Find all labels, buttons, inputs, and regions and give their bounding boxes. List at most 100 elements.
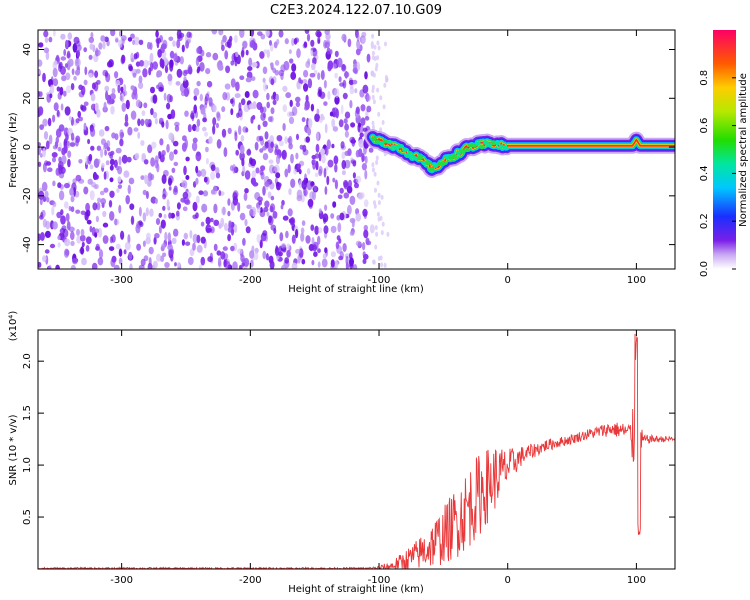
noise-speckle [252, 89, 259, 99]
noise-speckle [324, 123, 328, 134]
noise-speckle [345, 255, 349, 266]
noise-speckle [109, 93, 116, 100]
noise-speckle [41, 181, 48, 192]
noise-speckle [291, 262, 298, 269]
noise-speckle [103, 101, 107, 111]
signal-blob [483, 140, 489, 145]
noise-speckle [150, 157, 156, 167]
noise-speckle [212, 185, 218, 195]
noise-speckle [221, 128, 227, 138]
noise-speckle [164, 65, 169, 74]
noise-speckle [286, 249, 291, 258]
noise-speckle [168, 36, 174, 42]
noise-speckle [374, 187, 377, 193]
noise-speckle [364, 71, 368, 80]
noise-speckle [275, 154, 281, 165]
snr-axes: -300 -200 -100 0 100 0.5 1.0 1.5 2.0 [22, 330, 675, 586]
noise-speckle [270, 195, 275, 201]
noise-speckle [126, 156, 132, 163]
noise-speckle [276, 135, 283, 142]
noise-speckle [52, 78, 59, 87]
noise-speckle [324, 30, 330, 36]
noise-speckle [332, 107, 338, 115]
noise-speckle [340, 104, 344, 115]
noise-speckle [230, 98, 234, 104]
noise-speckle [109, 211, 115, 221]
noise-speckle [38, 146, 41, 156]
noise-speckle [130, 110, 137, 120]
noise-speckle [38, 59, 43, 67]
noise-speckle [146, 41, 151, 50]
noise-speckle [52, 67, 58, 78]
noise-speckle [310, 224, 315, 231]
noise-speckle [317, 36, 321, 44]
noise-speckle [315, 143, 320, 153]
noise-speckle [138, 39, 144, 45]
noise-speckle [269, 62, 274, 67]
noise-speckle [100, 198, 107, 205]
noise-speckle [358, 122, 362, 128]
noise-speckle [256, 102, 263, 110]
noise-speckle [202, 190, 209, 197]
noise-speckle [344, 111, 351, 119]
noise-speckle [343, 71, 350, 78]
signal-blob [386, 139, 393, 145]
noise-speckle [159, 138, 164, 146]
noise-speckle [268, 255, 274, 264]
noise-speckle [186, 31, 192, 38]
noise-speckle [232, 261, 238, 269]
noise-speckle [213, 203, 218, 214]
noise-speckle [297, 163, 301, 170]
noise-speckle [372, 72, 376, 78]
noise-speckle [88, 36, 95, 44]
noise-speckle [265, 253, 269, 261]
noise-speckle [196, 47, 200, 54]
noise-speckle [72, 43, 78, 53]
noise-speckle [278, 140, 284, 147]
noise-speckle [300, 227, 305, 234]
noise-speckle [301, 258, 306, 265]
noise-speckle [108, 200, 113, 208]
noise-speckle [123, 84, 127, 93]
noise-speckle [141, 110, 146, 116]
noise-speckle [354, 182, 359, 189]
noise-speckle [296, 133, 299, 141]
y-tick-label: -20 [22, 188, 33, 204]
noise-speckle [364, 116, 370, 121]
noise-speckle [117, 184, 123, 190]
noise-speckle [229, 35, 233, 43]
noise-speckle [190, 110, 195, 116]
noise-speckle [359, 132, 364, 138]
noise-speckle [349, 257, 354, 267]
noise-speckle [317, 235, 321, 245]
noise-speckle [209, 252, 213, 261]
noise-speckle [245, 77, 252, 83]
noise-speckle [116, 188, 120, 193]
noise-speckle [238, 264, 243, 269]
noise-speckle [373, 200, 376, 206]
noise-speckle [254, 251, 259, 261]
noise-speckle [215, 122, 219, 129]
noise-speckle [327, 90, 331, 100]
noise-speckle [109, 164, 114, 171]
noise-speckle [85, 236, 92, 245]
noise-speckle [70, 206, 75, 213]
signal-blob [502, 145, 508, 150]
noise-speckle [113, 159, 118, 168]
noise-speckle [44, 249, 50, 254]
noise-speckle [382, 104, 386, 110]
noise-speckle [83, 79, 88, 86]
noise-speckle [70, 132, 75, 141]
noise-speckle [158, 225, 162, 234]
noise-speckle [376, 55, 380, 61]
noise-speckle [63, 144, 68, 154]
noise-speckle [65, 213, 70, 222]
noise-speckle [322, 253, 327, 260]
noise-speckle [339, 251, 344, 260]
noise-speckle [199, 93, 203, 102]
noise-speckle [310, 39, 315, 47]
noise-speckle [282, 123, 286, 131]
noise-speckle [352, 79, 358, 85]
noise-speckle [332, 177, 336, 183]
